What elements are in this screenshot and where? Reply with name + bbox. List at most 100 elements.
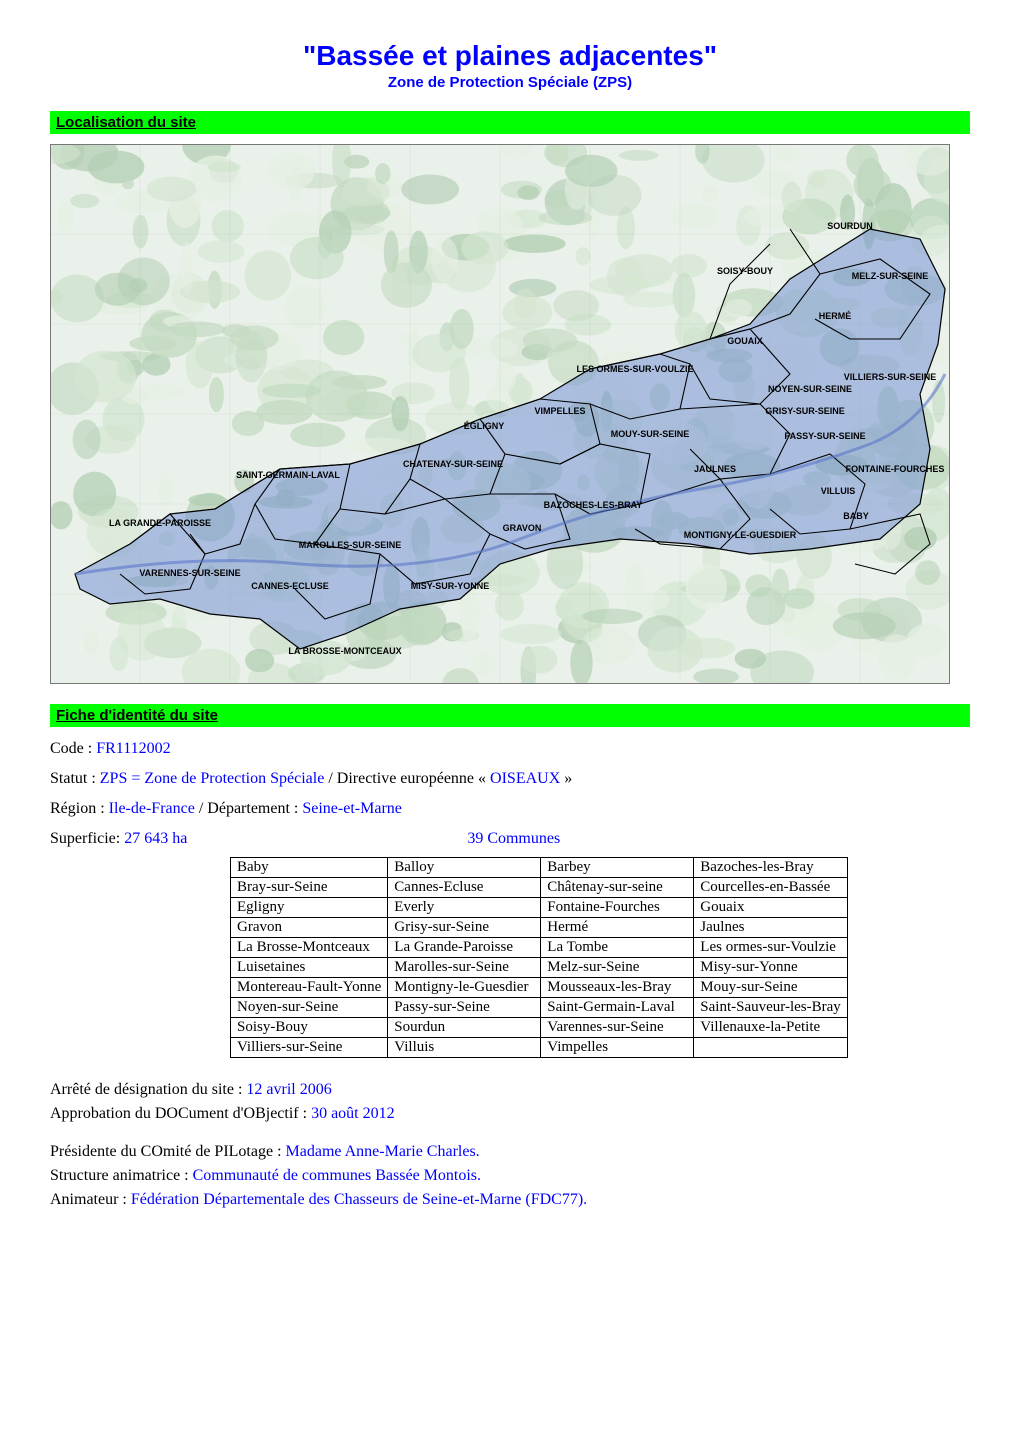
communes-count: 39 Communes (467, 827, 560, 851)
table-cell: Hermé (541, 918, 694, 938)
map-commune-label: MONTIGNY-LE-GUESDIER (684, 530, 797, 540)
arrete-value: 12 avril 2006 (246, 1081, 331, 1098)
table-row: Bray-sur-SeineCannes-EcluseChâtenay-sur-… (231, 878, 848, 898)
table-row: GravonGrisy-sur-SeineHerméJaulnes (231, 918, 848, 938)
map-commune-label: MELZ-SUR-SEINE (852, 271, 929, 281)
anim-line: Animateur : Fédération Départementale de… (50, 1188, 970, 1212)
table-cell: Saint-Germain-Laval (541, 998, 694, 1018)
region-sep: / Département : (199, 800, 303, 817)
table-cell (694, 1038, 848, 1058)
map-commune-label: MAROLLES-SUR-SEINE (299, 540, 402, 550)
map-commune-label: NOYEN-SUR-SEINE (768, 384, 852, 394)
table-cell: Noyen-sur-Seine (231, 998, 388, 1018)
table-cell: La Brosse-Montceaux (231, 938, 388, 958)
table-cell: Marolles-sur-Seine (388, 958, 541, 978)
pres-label: Présidente du COmité de PILotage : (50, 1143, 286, 1160)
table-cell: Montereau-Fault-Yonne (231, 978, 388, 998)
map-commune-label: BABY (843, 511, 869, 521)
table-cell: Sourdun (388, 1018, 541, 1038)
pres-line: Présidente du COmité de PILotage : Madam… (50, 1140, 970, 1164)
approb-label: Approbation du DOCument d'OBjectif : (50, 1105, 311, 1122)
map-image: SOURDUNSOISY-BOUYMELZ-SUR-SEINEHERMÉGOUA… (50, 144, 950, 684)
table-row: La Brosse-MontceauxLa Grande-ParoisseLa … (231, 938, 848, 958)
table-cell: Balloy (388, 858, 541, 878)
struct-label: Structure animatrice : (50, 1167, 193, 1184)
map-commune-label: SOISY-BOUY (717, 266, 773, 276)
map-commune-label: LA BROSSE-MONTCEAUX (288, 646, 401, 656)
table-cell: Saint-Sauveur-les-Bray (694, 998, 848, 1018)
map-commune-label: VILLIERS-SUR-SEINE (844, 372, 937, 382)
table-cell: Fontaine-Fourches (541, 898, 694, 918)
region-line: Région : Ile-de-France / Département : S… (50, 797, 970, 821)
map-commune-label: GOUAIX (727, 336, 763, 346)
table-cell: Barbey (541, 858, 694, 878)
communes-table: BabyBalloyBarbeyBazoches-les-BrayBray-su… (230, 857, 848, 1058)
table-cell: Mousseaux-les-Bray (541, 978, 694, 998)
table-row: EglignyEverlyFontaine-FourchesGouaix (231, 898, 848, 918)
table-cell: Bazoches-les-Bray (694, 858, 848, 878)
map-commune-label: LES ORMES-SUR-VOULZIE (576, 364, 693, 374)
map-commune-label: PASSY-SUR-SEINE (784, 431, 865, 441)
map-commune-label: VARENNES-SUR-SEINE (139, 568, 240, 578)
table-cell: Soisy-Bouy (231, 1018, 388, 1038)
table-cell: Misy-sur-Yonne (694, 958, 848, 978)
map-commune-label: JAULNES (694, 464, 736, 474)
map-commune-label: BAZOCHES-LES-BRAY (544, 500, 643, 510)
table-cell: Passy-sur-Seine (388, 998, 541, 1018)
table-cell: Gouaix (694, 898, 848, 918)
region-value: Ile-de-France (109, 800, 195, 817)
table-cell: Baby (231, 858, 388, 878)
map-commune-label: MOUY-SUR-SEINE (611, 429, 690, 439)
departement-value: Seine-et-Marne (302, 800, 402, 817)
superficie-line: Superficie: 27 643 ha 39 Communes (50, 827, 970, 851)
statut-value: ZPS = Zone de Protection Spéciale (100, 770, 325, 787)
map-commune-label: GRISY-SUR-SEINE (765, 406, 845, 416)
table-cell: Vimpelles (541, 1038, 694, 1058)
statut-line: Statut : ZPS = Zone de Protection Spécia… (50, 767, 970, 791)
section-header-identite: Fiche d'identité du site (50, 704, 970, 727)
statut-link[interactable]: OISEAUX (490, 770, 560, 787)
struct-line: Structure animatrice : Communauté de com… (50, 1164, 970, 1188)
table-cell: Melz-sur-Seine (541, 958, 694, 978)
table-cell: Villenauxe-la-Petite (694, 1018, 848, 1038)
map-container: SOURDUNSOISY-BOUYMELZ-SUR-SEINEHERMÉGOUA… (50, 144, 970, 684)
table-row: Villiers-sur-SeineVilluisVimpelles (231, 1038, 848, 1058)
table-cell: Châtenay-sur-seine (541, 878, 694, 898)
anim-value: Fédération Départementale des Chasseurs … (131, 1191, 587, 1208)
code-line: Code : FR1112002 (50, 737, 970, 761)
map-commune-label: LA GRANDE-PAROISSE (109, 518, 211, 528)
table-cell: Mouy-sur-Seine (694, 978, 848, 998)
statut-label: Statut : (50, 770, 100, 787)
table-cell: La Tombe (541, 938, 694, 958)
map-commune-label: VILLUIS (821, 486, 856, 496)
arrete-line: Arrêté de désignation du site : 12 avril… (50, 1078, 970, 1102)
table-cell: Jaulnes (694, 918, 848, 938)
table-row: Soisy-BouySourdunVarennes-sur-SeineVille… (231, 1018, 848, 1038)
arrete-label: Arrêté de désignation du site : (50, 1081, 246, 1098)
table-row: LuisetainesMarolles-sur-SeineMelz-sur-Se… (231, 958, 848, 978)
superficie-value: 27 643 ha (124, 830, 187, 847)
table-cell: Cannes-Ecluse (388, 878, 541, 898)
table-cell: Courcelles-en-Bassée (694, 878, 848, 898)
table-cell: Gravon (231, 918, 388, 938)
map-commune-label: VIMPELLES (534, 406, 585, 416)
page-subtitle: Zone de Protection Spéciale (ZPS) (50, 74, 970, 91)
statut-close: » (560, 770, 572, 787)
map-commune-label: FONTAINE-FOURCHES (846, 464, 945, 474)
approb-line: Approbation du DOCument d'OBjectif : 30 … (50, 1102, 970, 1126)
map-commune-label: GRAVON (503, 523, 542, 533)
table-cell: Montigny-le-Guesdier (388, 978, 541, 998)
table-cell: Villuis (388, 1038, 541, 1058)
statut-sep: / (328, 770, 336, 787)
struct-value: Communauté de communes Bassée Montois. (193, 1167, 481, 1184)
map-commune-label: SOURDUN (827, 221, 873, 231)
superficie-label: Superficie: (50, 830, 124, 847)
approb-value: 30 août 2012 (311, 1105, 395, 1122)
table-cell: Egligny (231, 898, 388, 918)
table-cell: Bray-sur-Seine (231, 878, 388, 898)
section-header-localisation: Localisation du site (50, 111, 970, 134)
code-label: Code : (50, 740, 96, 757)
table-cell: Villiers-sur-Seine (231, 1038, 388, 1058)
table-cell: La Grande-Paroisse (388, 938, 541, 958)
table-cell: Les ormes-sur-Voulzie (694, 938, 848, 958)
